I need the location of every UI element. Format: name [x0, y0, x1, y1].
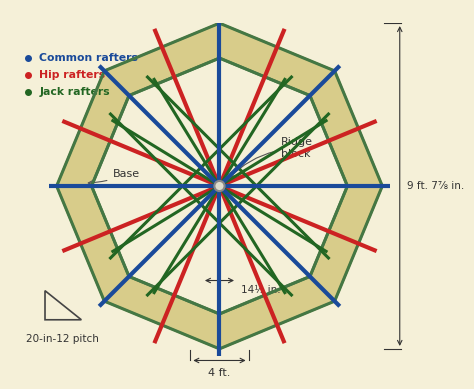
- Bar: [23, 4, 394, 339]
- Text: Jack rafters: Jack rafters: [39, 86, 110, 96]
- Text: 14½ in.: 14½ in.: [241, 285, 281, 295]
- Text: 9 ft. 7⅞ in.: 9 ft. 7⅞ in.: [407, 181, 464, 191]
- Polygon shape: [56, 23, 383, 349]
- Text: Ridge
block: Ridge block: [229, 137, 312, 177]
- Text: Hip rafters: Hip rafters: [39, 70, 105, 80]
- Text: 4 ft.: 4 ft.: [208, 368, 231, 378]
- Text: 20-in-12 pitch: 20-in-12 pitch: [26, 334, 99, 344]
- Polygon shape: [91, 58, 347, 314]
- Text: Common rafters: Common rafters: [39, 53, 138, 63]
- Text: Base: Base: [88, 169, 139, 185]
- Circle shape: [214, 181, 225, 191]
